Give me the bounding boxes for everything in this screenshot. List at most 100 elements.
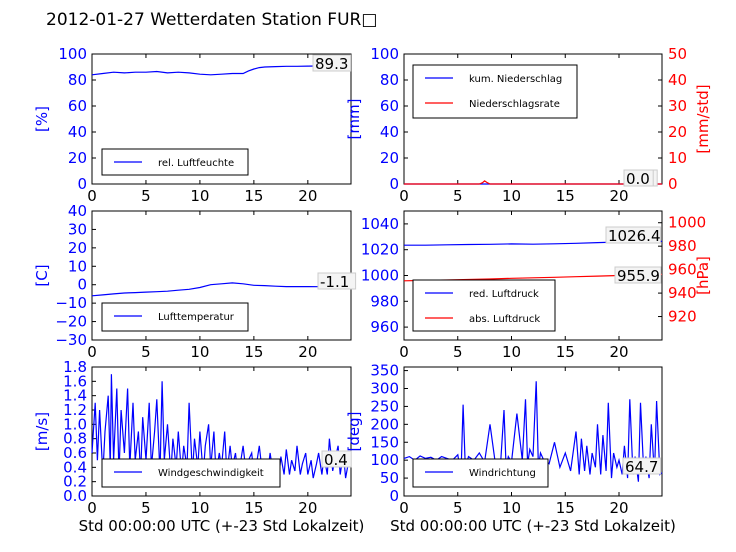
y-tick-label: 1000 [361, 267, 399, 285]
y-axis-label: [%] [33, 106, 51, 132]
y-tick-label: 960 [370, 318, 399, 336]
legend-box [101, 302, 249, 332]
y-tick-label: 1.6 [63, 372, 87, 390]
y-axis-label: [deg] [345, 412, 363, 452]
y-tick-label: 1.2 [63, 401, 87, 419]
y-tick-label: 40 [380, 123, 399, 141]
x-axis-label: Std 00:00:00 UTC (+-23 Std Lokalzeit) [79, 517, 365, 535]
y-tick-label: 1.4 [63, 387, 87, 405]
x-tick-label: 15 [244, 187, 263, 205]
panel-precipitation: 0 5 10 15 20 0 20 40 60 80 100 0 10 20 30 40 50 [mm] [mm/s… [345, 45, 712, 205]
y-tick-label: 1020 [361, 241, 399, 259]
legend-box [412, 64, 578, 119]
x-tick-label: 15 [556, 343, 575, 361]
x-axis-label: Std 00:00:00 UTC (+-23 Std Lokalzeit) [390, 517, 676, 535]
y2-tick-label: 10 [668, 149, 687, 167]
panel-humidity: 0 5 10 15 20 0 20 40 60 80 100 [%] rel. Luftfeuchte 8… [33, 45, 352, 205]
figure-title: 2012-01-27 Wetterdaten Station FUR□ [46, 10, 378, 30]
x-tick-label: 15 [556, 187, 575, 205]
x-tick-label: 10 [502, 343, 521, 361]
current-value: 64.7 [622, 457, 662, 476]
current-value: 0.4 [321, 450, 352, 469]
y-tick-label: 1040 [361, 215, 399, 233]
x-tick-label: 10 [190, 187, 209, 205]
current-value-box [605, 226, 661, 244]
current-value2-text: 955.9 [617, 267, 660, 285]
y-tick-label: 100 [370, 451, 399, 469]
y-tick-label: 0.6 [63, 444, 87, 462]
y2-tick-label: 50 [668, 45, 687, 63]
current-value-box [622, 457, 662, 475]
legend: rel. Luftfeuchte [101, 148, 249, 176]
y-tick-label: 20 [380, 149, 399, 167]
series-line-niederschlagsrate [404, 180, 662, 185]
current-value-box [312, 54, 352, 72]
y-tick-label: 0.8 [63, 430, 87, 448]
x-tick-label: 0 [87, 343, 97, 361]
x-tick-label: 15 [244, 499, 263, 517]
panel-wind-speed: 0 5 10 15 200.00.20.40.60.81.01.21.41.61.8[m… [33, 358, 364, 535]
y2-tick-label: 960 [668, 261, 697, 279]
x-tick-label: 0 [399, 187, 409, 205]
y-tick-label: 100 [58, 45, 87, 63]
legend-label: rel. Luftfeuchte [158, 158, 234, 169]
y-axis-label: [C] [33, 264, 51, 286]
axes-frame [403, 366, 663, 497]
x-tick-label: 20 [298, 343, 317, 361]
legend-label: Windrichtung [469, 468, 536, 479]
series-line-lufttemperatur [91, 282, 351, 297]
y-tick-label: 80 [68, 71, 87, 89]
legend: red. Luftdruck abs. Luftdruck [412, 279, 556, 332]
x-tick-label: 0 [399, 499, 409, 517]
series-line-rel-luftfeuchte [91, 65, 352, 76]
legend: kum. Niederschlag Niederschlagsrate [412, 64, 578, 119]
legend: Lufttemperatur [101, 302, 249, 332]
y-tick-label: 20 [68, 149, 87, 167]
y2-tick-label: 20 [668, 123, 687, 141]
current-value2-text: 0.0 [626, 170, 650, 188]
x-tick-label: 15 [556, 499, 575, 517]
y-tick-label: 980 [370, 292, 399, 310]
x-tick-label: 0 [399, 343, 409, 361]
x-tick-label: 20 [298, 499, 317, 517]
y-tick-label: 1.8 [63, 358, 87, 376]
current-value-text: 89.3 [315, 55, 348, 73]
y2-tick-label: 40 [668, 71, 687, 89]
y-tick-label: 60 [380, 97, 399, 115]
y-axis-label: [m/s] [33, 412, 51, 451]
x-tick-label: 5 [141, 499, 151, 517]
axes-frame [91, 53, 352, 185]
x-tick-label: 10 [502, 187, 521, 205]
legend-label: Lufttemperatur [158, 312, 235, 323]
panel-temperature: 0 5 10 15 20−30−20−10010203040[C]Lufttempera… [33, 202, 357, 361]
y2-tick-label: 1000 [668, 214, 706, 232]
y-tick-label: 300 [370, 380, 399, 398]
y-tick-label: 100 [370, 45, 399, 63]
y-tick-label: −10 [55, 294, 87, 312]
x-tick-label: 20 [609, 499, 628, 517]
y-tick-label: 1.0 [63, 415, 87, 433]
current-value-text: 64.7 [625, 458, 658, 476]
current-value: 89.3 [312, 54, 352, 73]
x-tick-label: 5 [453, 499, 463, 517]
legend: Windrichtung [412, 458, 549, 488]
x-tick-label: 10 [190, 343, 209, 361]
x-tick-label: 5 [141, 187, 151, 205]
current-value2-box [614, 266, 662, 284]
legend-box [412, 458, 549, 488]
y-tick-label: 10 [68, 257, 87, 275]
legend-box [101, 458, 281, 488]
panel-pressure: 0 5 10 15 20 960 980 1000 1020 1040 920 940 960 980 10… [361, 210, 712, 361]
y2-axis-label: [mm/std] [694, 84, 712, 153]
y2-tick-label: 940 [668, 284, 697, 302]
y-tick-label: 30 [68, 220, 87, 238]
y-tick-label: 40 [68, 123, 87, 141]
series-line-windrichtung [403, 381, 663, 482]
x-tick-label: 5 [453, 343, 463, 361]
legend-label: red. Luftdruck [469, 289, 539, 300]
current-value2-box [623, 169, 654, 187]
current-value-text: -1.1 [320, 273, 349, 291]
x-tick-label: 15 [244, 343, 263, 361]
y-tick-label: 0 [389, 487, 399, 505]
